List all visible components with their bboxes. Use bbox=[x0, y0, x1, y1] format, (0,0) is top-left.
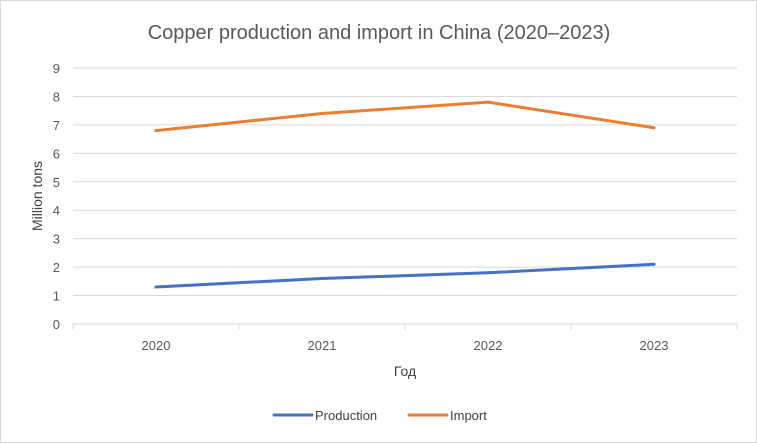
data-point-import bbox=[320, 112, 324, 116]
y-tick-label: 9 bbox=[53, 61, 60, 76]
y-tick-label: 4 bbox=[53, 203, 60, 218]
gridlines bbox=[72, 67, 738, 330]
series-line-import bbox=[154, 100, 656, 133]
y-tick-label: 5 bbox=[53, 175, 60, 190]
y-axis-label: Million tons bbox=[29, 161, 45, 231]
x-tick-label: 2021 bbox=[308, 338, 337, 353]
x-tick-label: 2023 bbox=[640, 338, 669, 353]
x-axis-ticks: 2020 2021 2022 2023 bbox=[142, 338, 669, 353]
legend-label-production: Production bbox=[315, 408, 377, 423]
legend: Production Import bbox=[272, 408, 487, 423]
series-line-production bbox=[154, 262, 656, 289]
data-point-production bbox=[320, 276, 324, 280]
legend-label-import: Import bbox=[450, 408, 487, 423]
y-tick-label: 7 bbox=[53, 118, 60, 133]
chart-title: Copper production and import in China (2… bbox=[148, 22, 611, 44]
data-point-production bbox=[486, 271, 490, 275]
y-axis-ticks: 0 1 2 3 4 5 6 7 8 9 bbox=[53, 61, 60, 332]
y-tick-label: 6 bbox=[53, 146, 60, 161]
y-tick-label: 2 bbox=[53, 260, 60, 275]
data-point-production bbox=[652, 262, 656, 266]
y-tick-label: 1 bbox=[53, 289, 60, 304]
data-point-import bbox=[486, 100, 490, 104]
data-point-import bbox=[652, 126, 656, 130]
series-lines bbox=[154, 100, 656, 289]
y-tick-label: 0 bbox=[53, 317, 60, 332]
x-axis-label: Год bbox=[394, 363, 416, 379]
y-tick-label: 8 bbox=[53, 89, 60, 104]
x-tick-label: 2020 bbox=[142, 338, 171, 353]
y-tick-label: 3 bbox=[53, 232, 60, 247]
data-point-production bbox=[154, 285, 158, 289]
data-point-import bbox=[154, 129, 158, 133]
x-tick-label: 2022 bbox=[474, 338, 503, 353]
